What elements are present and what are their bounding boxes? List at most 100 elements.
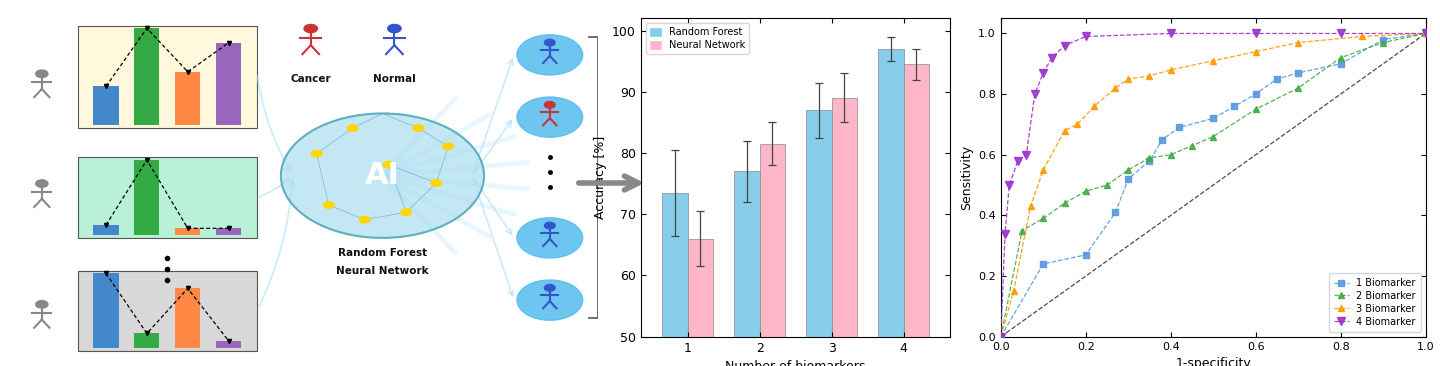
Circle shape bbox=[36, 70, 48, 78]
Circle shape bbox=[517, 97, 583, 137]
1 Biomarker bbox=[1107, 210, 1125, 214]
Line: 4 Biomarker: 4 Biomarker bbox=[996, 29, 1430, 341]
3 Biomarker bbox=[1086, 104, 1103, 108]
Bar bbox=[216, 228, 240, 235]
3 Biomarker bbox=[1056, 128, 1073, 133]
Bar bbox=[760, 144, 785, 366]
1 Biomarker bbox=[1034, 262, 1051, 266]
Text: AI: AI bbox=[364, 161, 400, 190]
2 Biomarker bbox=[1077, 189, 1094, 193]
4 Biomarker bbox=[1009, 158, 1027, 163]
3 Biomarker bbox=[1140, 74, 1158, 78]
3 Biomarker bbox=[1290, 40, 1308, 45]
Circle shape bbox=[431, 180, 442, 186]
1 Biomarker bbox=[1204, 116, 1221, 120]
2 Biomarker bbox=[1184, 143, 1201, 148]
3 Biomarker bbox=[1068, 122, 1086, 127]
Text: Normal: Normal bbox=[373, 74, 416, 84]
2 Biomarker bbox=[1332, 56, 1349, 60]
2 Biomarker bbox=[1374, 40, 1391, 45]
Bar bbox=[176, 72, 200, 125]
Circle shape bbox=[324, 202, 334, 208]
FancyBboxPatch shape bbox=[78, 157, 256, 238]
3 Biomarker bbox=[1034, 168, 1051, 172]
Circle shape bbox=[444, 143, 454, 150]
Circle shape bbox=[517, 218, 583, 258]
Circle shape bbox=[304, 25, 317, 33]
2 Biomarker bbox=[1034, 216, 1051, 221]
Y-axis label: Accuracy [%]: Accuracy [%] bbox=[593, 136, 606, 219]
2 Biomarker bbox=[1417, 31, 1434, 36]
FancyBboxPatch shape bbox=[78, 26, 256, 128]
Text: Cancer: Cancer bbox=[291, 74, 331, 84]
1 Biomarker bbox=[1225, 104, 1243, 108]
Text: Random Forest: Random Forest bbox=[338, 247, 428, 258]
Bar bbox=[662, 193, 688, 366]
2 Biomarker bbox=[1247, 107, 1264, 112]
Circle shape bbox=[36, 300, 48, 308]
3 Biomarker bbox=[992, 335, 1009, 339]
Line: 2 Biomarker: 2 Biomarker bbox=[998, 30, 1428, 340]
Bar bbox=[176, 288, 200, 348]
4 Biomarker bbox=[996, 231, 1014, 236]
4 Biomarker bbox=[992, 335, 1009, 339]
3 Biomarker bbox=[1022, 204, 1040, 209]
Legend: 1 Biomarker, 2 Biomarker, 3 Biomarker, 4 Biomarker: 1 Biomarker, 2 Biomarker, 3 Biomarker, 4… bbox=[1329, 273, 1421, 332]
1 Biomarker bbox=[1247, 92, 1264, 96]
4 Biomarker bbox=[1034, 71, 1051, 75]
1 Biomarker bbox=[1290, 71, 1308, 75]
Bar bbox=[176, 228, 200, 235]
2 Biomarker bbox=[1162, 153, 1179, 157]
1 Biomarker bbox=[1269, 77, 1286, 81]
4 Biomarker bbox=[1027, 92, 1044, 96]
Circle shape bbox=[36, 180, 48, 187]
Circle shape bbox=[311, 150, 323, 157]
3 Biomarker bbox=[1107, 86, 1125, 90]
Bar bbox=[134, 333, 160, 348]
Y-axis label: Sensitivity: Sensitivity bbox=[959, 145, 972, 210]
1 Biomarker bbox=[1374, 37, 1391, 42]
Line: 3 Biomarker: 3 Biomarker bbox=[998, 30, 1428, 340]
Text: Neural Network: Neural Network bbox=[336, 266, 429, 276]
1 Biomarker bbox=[1332, 61, 1349, 66]
4 Biomarker bbox=[1247, 31, 1264, 36]
Bar bbox=[134, 160, 160, 235]
2 Biomarker bbox=[1014, 228, 1031, 233]
Bar bbox=[94, 225, 118, 235]
Circle shape bbox=[347, 125, 359, 131]
Legend: Random Forest, Neural Network: Random Forest, Neural Network bbox=[645, 23, 749, 54]
Circle shape bbox=[383, 161, 393, 168]
3 Biomarker bbox=[1162, 68, 1179, 72]
4 Biomarker bbox=[1001, 183, 1018, 187]
Circle shape bbox=[359, 216, 370, 223]
Circle shape bbox=[517, 35, 583, 75]
3 Biomarker bbox=[1204, 59, 1221, 63]
2 Biomarker bbox=[1099, 183, 1116, 187]
4 Biomarker bbox=[1417, 31, 1434, 36]
2 Biomarker bbox=[1204, 134, 1221, 139]
Bar bbox=[216, 43, 240, 125]
Circle shape bbox=[517, 280, 583, 320]
Circle shape bbox=[387, 25, 402, 33]
4 Biomarker bbox=[1332, 31, 1349, 36]
3 Biomarker bbox=[1354, 34, 1371, 39]
X-axis label: 1-specificity: 1-specificity bbox=[1175, 357, 1251, 366]
1 Biomarker bbox=[1153, 137, 1171, 142]
Bar bbox=[832, 98, 857, 366]
3 Biomarker bbox=[1120, 77, 1138, 81]
Bar bbox=[216, 341, 240, 348]
Circle shape bbox=[544, 222, 556, 229]
1 Biomarker bbox=[1077, 253, 1094, 257]
FancyBboxPatch shape bbox=[78, 271, 256, 351]
Bar bbox=[134, 28, 160, 125]
4 Biomarker bbox=[1162, 31, 1179, 36]
4 Biomarker bbox=[1043, 56, 1060, 60]
Bar bbox=[904, 64, 929, 366]
2 Biomarker bbox=[1120, 168, 1138, 172]
4 Biomarker bbox=[1056, 44, 1073, 48]
3 Biomarker bbox=[1005, 289, 1022, 294]
1 Biomarker bbox=[1120, 177, 1138, 181]
1 Biomarker bbox=[1140, 158, 1158, 163]
4 Biomarker bbox=[1077, 34, 1094, 39]
Bar bbox=[94, 273, 118, 348]
